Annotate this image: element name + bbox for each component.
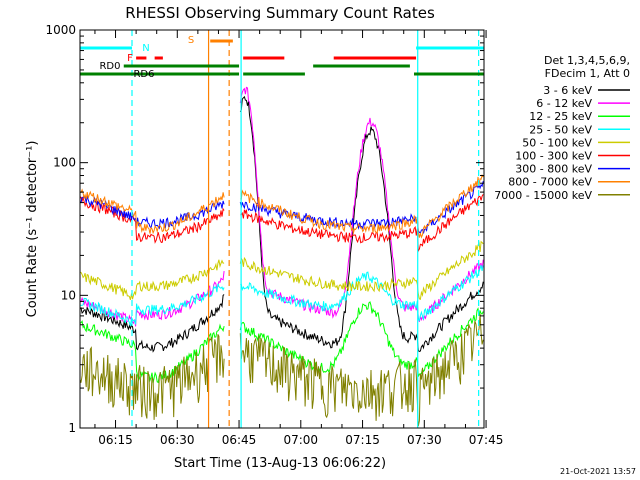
series-line-3-seg-0 [80, 283, 225, 326]
y-tick-label: 10 [61, 288, 76, 302]
flag-label-s: S [188, 35, 194, 46]
series-line-6-seg-0 [79, 195, 225, 230]
legend-label: 7000 - 15000 keV [494, 189, 592, 202]
series-line-8-seg-1 [239, 313, 484, 427]
chart-title: RHESSI Observing Summary Count Rates [125, 4, 435, 22]
x-tick-label: 07:45 [469, 433, 504, 447]
y-axis-label: Count Rate (s⁻¹ detector⁻¹) [25, 141, 40, 318]
legend-label: 100 - 300 keV [515, 150, 592, 163]
series-line-5-seg-0 [79, 195, 225, 244]
legend-header-line-1: Det 1,3,4,5,6,9, [544, 54, 630, 67]
y-tick-label: 100 [53, 156, 76, 170]
legend-label: 3 - 6 keV [543, 84, 592, 97]
flag-label-rd0: RD0 [99, 61, 120, 72]
legend-header-line-2: FDecim 1, Att 0 [545, 67, 630, 80]
series-line-2-seg-1 [239, 301, 484, 377]
legend-label: 50 - 100 keV [522, 136, 592, 149]
series-line-4-seg-1 [239, 240, 484, 301]
y-tick-label: 1000 [45, 23, 76, 37]
x-tick-label: 06:45 [222, 433, 257, 447]
y-axis-ticks: 1 10 100 1000 [45, 23, 484, 435]
legend-label: 800 - 7000 keV [508, 176, 592, 189]
legend-label: 300 - 800 keV [515, 163, 592, 176]
x-tick-label: 07:00 [283, 433, 318, 447]
series-line-8-seg-0 [79, 334, 225, 420]
x-tick-label: 06:30 [160, 433, 195, 447]
y-tick-label: 1 [68, 421, 76, 435]
series-line-4-seg-0 [79, 259, 225, 301]
x-axis-ticks: 06:15 06:30 06:45 07:00 07:15 07:30 07:45 [94, 30, 504, 447]
series-line-0-seg-0 [79, 294, 225, 353]
series-line-0-seg-1 [239, 95, 484, 352]
status-flag-bars: NF S RD0 RD6 [80, 35, 484, 80]
x-tick-label: 07:15 [345, 433, 380, 447]
x-tick-label: 07:30 [407, 433, 442, 447]
series-line-3-seg-1 [240, 265, 484, 322]
x-tick-label: 06:15 [98, 433, 133, 447]
series-curves [79, 86, 484, 427]
series-line-6-seg-1 [239, 181, 484, 234]
series-line-7-seg-0 [79, 188, 225, 235]
plot-frame [79, 29, 485, 429]
flag-label-f: F [127, 53, 133, 64]
event-vertical-lines [131, 30, 480, 428]
legend-label: 25 - 50 keV [529, 123, 592, 136]
series-line-2-seg-0 [79, 320, 225, 384]
legend-label: 12 - 25 keV [529, 110, 592, 123]
legend-label: 6 - 12 keV [536, 97, 592, 110]
series-line-7-seg-1 [240, 174, 484, 239]
x-axis-label: Start Time (13-Aug-13 06:06:22) [174, 456, 386, 471]
flag-label-rd6: RD6 [133, 69, 154, 80]
generation-timestamp: 21-Oct-2021 13:57 [560, 467, 636, 476]
flag-label-n: N [142, 43, 149, 54]
series-line-5-seg-1 [240, 194, 484, 253]
